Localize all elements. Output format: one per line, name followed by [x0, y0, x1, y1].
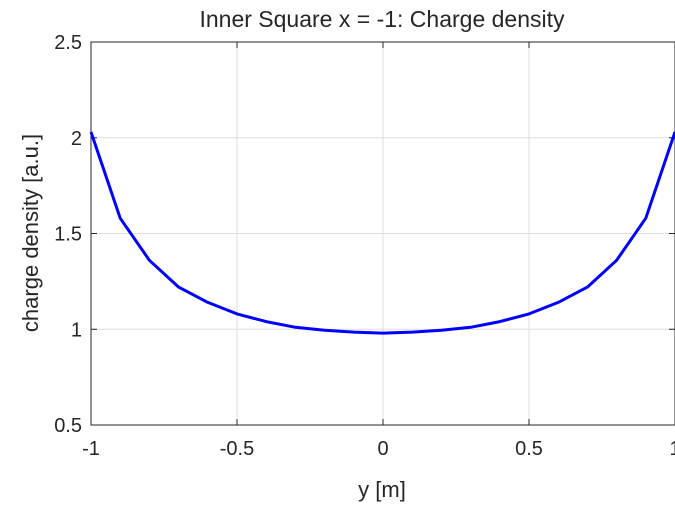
- data-point: [411, 331, 413, 333]
- data-point: [178, 286, 180, 288]
- series-group: [89, 131, 675, 335]
- y-tick-label: 2: [71, 128, 82, 150]
- y-tick-label: 2.5: [54, 32, 82, 54]
- data-point: [616, 259, 618, 261]
- y-tick-label: 0.5: [54, 415, 82, 437]
- data-point: [353, 331, 355, 333]
- x-tick-label: -1: [82, 438, 100, 460]
- x-tick-label: 1: [669, 438, 675, 460]
- y-tick-label: 1.5: [54, 224, 82, 246]
- data-point: [90, 131, 92, 133]
- data-point: [294, 326, 296, 328]
- x-tick-label: -0.5: [220, 438, 254, 460]
- data-point: [207, 301, 209, 304]
- data-point: [148, 259, 150, 261]
- x-tick-labels: -1 -0.5 0 0.5 1: [82, 438, 675, 460]
- data-point: [382, 332, 384, 334]
- data-point: [557, 301, 559, 304]
- x-tick-label: 0.5: [515, 438, 543, 460]
- data-point: [265, 320, 267, 323]
- data-point: [470, 326, 472, 328]
- data-point: [440, 329, 442, 331]
- x-axis-label: y [m]: [358, 477, 406, 502]
- data-point: [645, 217, 647, 219]
- y-tick-labels: 0.5 1 1.5 2 2.5: [54, 32, 82, 437]
- y-tick-label: 1: [71, 319, 82, 341]
- x-tick-label: 0: [377, 438, 388, 460]
- y-axis-label: charge density [a.u.]: [18, 134, 43, 332]
- grid-lines: [90, 41, 675, 426]
- chart-title: Inner Square x = -1: Charge density: [199, 6, 565, 32]
- data-point: [236, 313, 238, 315]
- data-point: [528, 313, 530, 315]
- data-point: [119, 217, 121, 219]
- data-point: [499, 320, 501, 323]
- data-point: [324, 329, 326, 331]
- data-point: [586, 286, 589, 288]
